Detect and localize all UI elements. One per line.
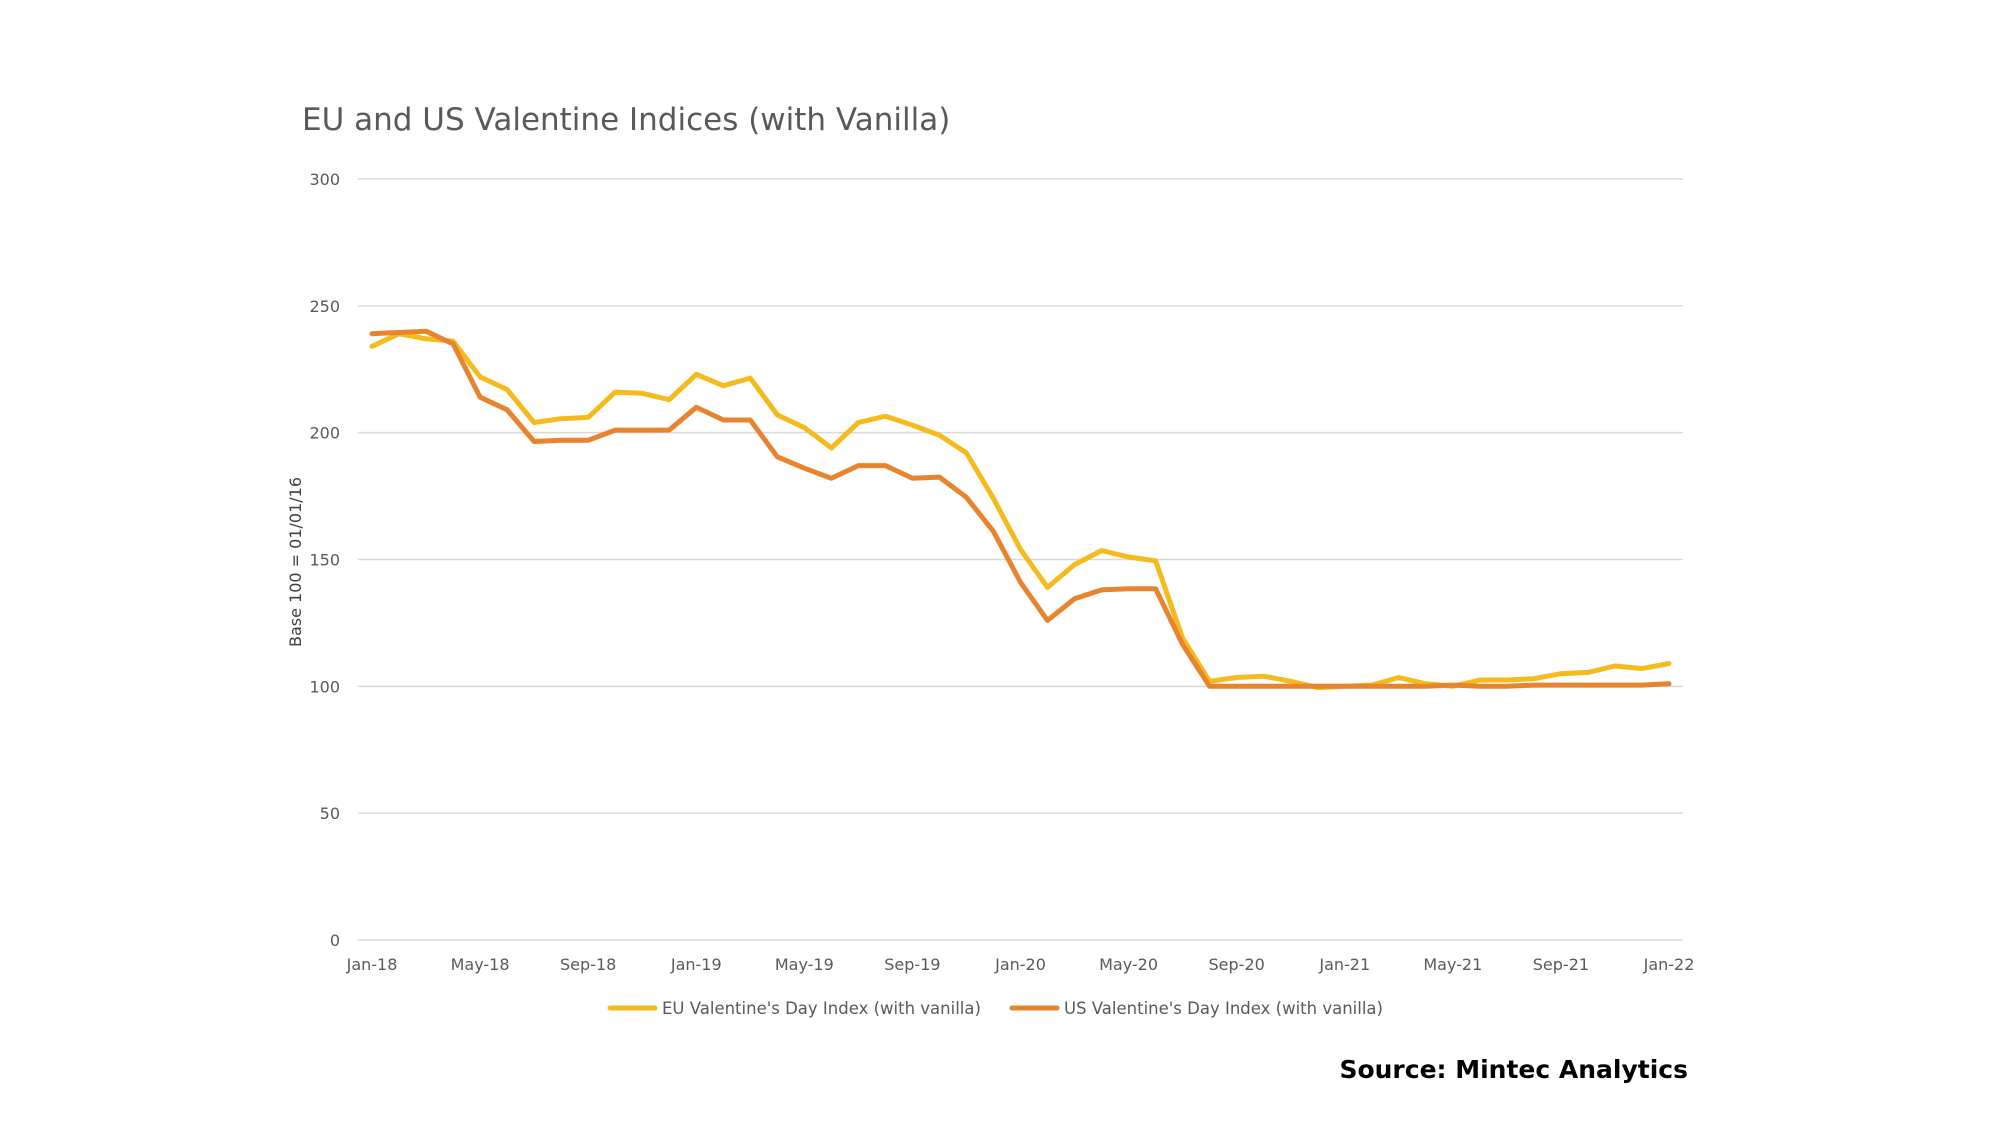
gridlines [358, 178, 1683, 941]
y-tick-label: 150 [309, 551, 340, 570]
legend: EU Valentine's Day Index (with vanilla) U… [607, 999, 1383, 1018]
legend-label: EU Valentine's Day Index (with vanilla) [662, 999, 981, 1018]
series-line-us [369, 328, 1672, 689]
x-tick-label: Jan-19 [670, 955, 722, 974]
chart-title: EU and US Valentine Indices (with Vanill… [302, 102, 950, 138]
x-tick-label: Jan-20 [994, 955, 1046, 974]
legend-label: US Valentine's Day Index (with vanilla) [1064, 999, 1383, 1018]
x-tick-label: Jan-21 [1318, 955, 1370, 974]
x-tick-label: May-19 [775, 955, 834, 974]
x-tick-label: May-21 [1423, 955, 1482, 974]
series-lines [369, 328, 1672, 691]
y-tick-label: 100 [309, 677, 340, 696]
y-axis-ticks: 0 50 100 150 200 250 300 [309, 170, 340, 950]
x-tick-label: Sep-19 [884, 955, 940, 974]
source-label: Source: Mintec Analytics [1339, 1055, 1688, 1084]
y-tick-label: 200 [309, 424, 340, 443]
y-tick-label: 50 [320, 804, 340, 823]
x-tick-label: Sep-18 [560, 955, 616, 974]
series-line-eu [369, 331, 1672, 691]
x-tick-label: Sep-21 [1533, 955, 1589, 974]
y-tick-label: 250 [309, 297, 340, 316]
x-tick-label: May-18 [451, 955, 510, 974]
x-axis-ticks: Jan-18 May-18 Sep-18 Jan-19 May-19 Sep-19 Jan-… [346, 955, 1695, 974]
x-tick-label: Jan-22 [1643, 955, 1695, 974]
y-axis-title: Base 100 = 01/01/16 [286, 477, 305, 647]
x-tick-label: Sep-20 [1209, 955, 1265, 974]
y-tick-label: 0 [330, 931, 340, 950]
y-tick-label: 300 [309, 170, 340, 189]
x-tick-label: May-20 [1099, 955, 1158, 974]
x-tick-label: Jan-18 [346, 955, 398, 974]
